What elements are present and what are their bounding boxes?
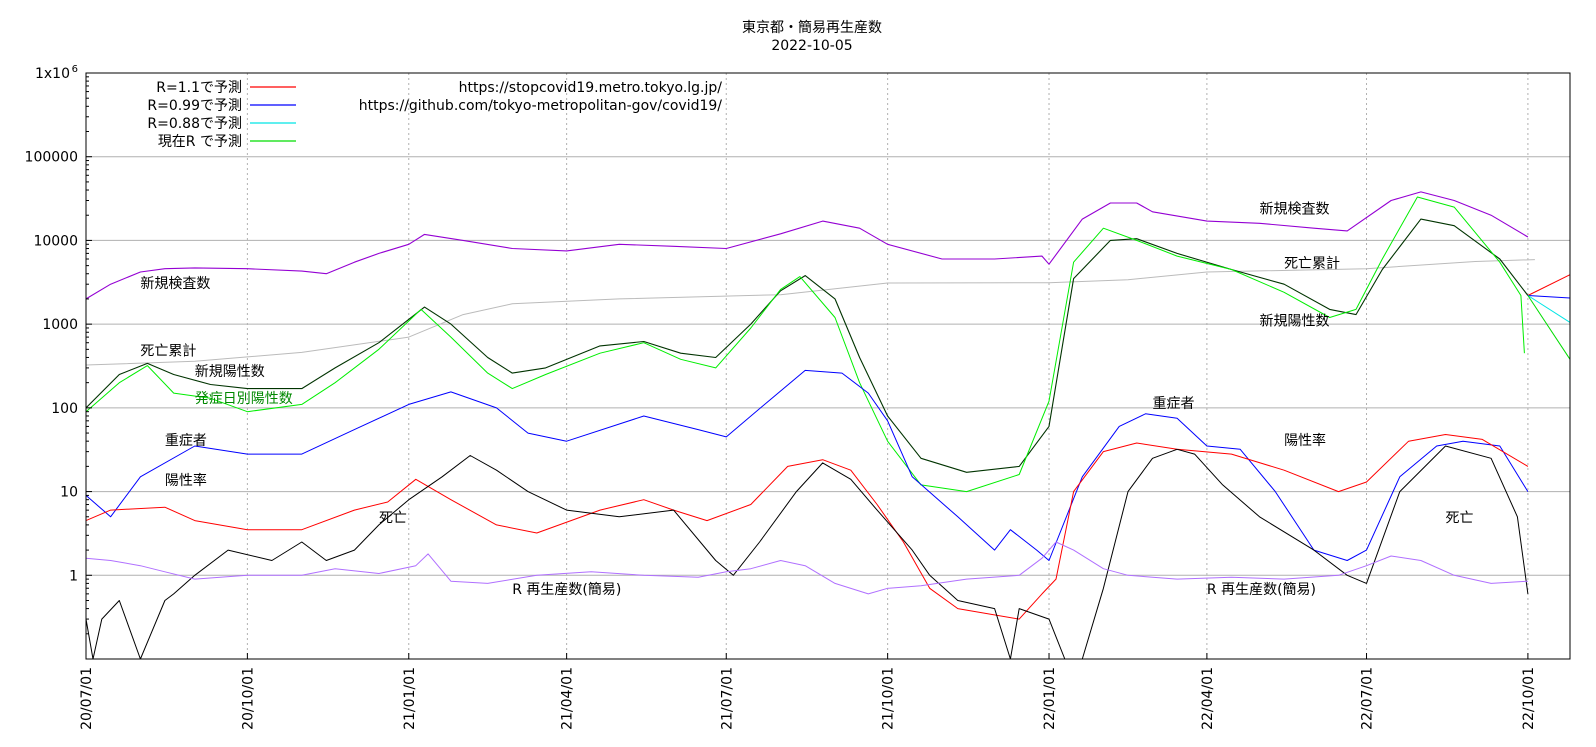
source-url: https://stopcovid19.metro.tokyo.lg.jp/ bbox=[459, 80, 723, 96]
annotation-label: 新規陽性数 bbox=[195, 364, 265, 380]
source-url: https://github.com/tokyo-metropolitan-go… bbox=[359, 98, 723, 114]
annotation-label: 重症者 bbox=[165, 433, 207, 449]
annotation-label: R 再生産数(簡易) bbox=[512, 582, 621, 598]
y-tick-label: 1x10 bbox=[35, 66, 70, 82]
grid bbox=[85, 72, 1570, 659]
y-tick-label: 100 bbox=[51, 401, 78, 417]
annotation-label: 発症日別陽性数 bbox=[195, 391, 293, 407]
annotation-label: 重症者 bbox=[1153, 396, 1195, 412]
x-tick-label: 21/04/01 bbox=[560, 667, 576, 730]
legend-label: 現在R で予測 bbox=[158, 134, 242, 150]
y-tick-label: 100000 bbox=[25, 150, 78, 166]
y-tick-label-exponent: 6 bbox=[72, 64, 78, 75]
series-line bbox=[1527, 295, 1571, 299]
annotation-label: 新規検査数 bbox=[140, 276, 210, 292]
x-axis: 20/07/01 20/10/01 21/01/01 21/04/01 21/07/01… bbox=[79, 653, 1537, 730]
chart-title: 東京都・簡易再生産数 bbox=[742, 20, 882, 36]
x-tick-label: 21/01/01 bbox=[402, 667, 418, 730]
annotation-label: 死亡 bbox=[379, 510, 407, 526]
annotation-label: R 再生産数(簡易) bbox=[1207, 582, 1316, 598]
legend-label: R=0.88で予測 bbox=[147, 116, 242, 132]
series-line bbox=[85, 369, 1529, 561]
annotation-label: 陽性率 bbox=[165, 472, 207, 489]
series-line bbox=[1527, 274, 1571, 296]
annotation-label: 死亡累計 bbox=[1284, 256, 1340, 272]
x-tick-label: 20/10/01 bbox=[240, 667, 256, 730]
x-tick-label: 22/07/01 bbox=[1360, 667, 1376, 730]
series-line bbox=[85, 541, 1528, 595]
y-axis: 1 10 100 1000 10000 100000 1x10 6 bbox=[25, 64, 92, 635]
x-tick-label: 21/07/01 bbox=[719, 667, 735, 730]
legend-label: R=1.1で予測 bbox=[156, 80, 242, 96]
x-tick-label: 22/01/01 bbox=[1042, 667, 1058, 730]
series-line bbox=[85, 434, 1529, 620]
series-layer bbox=[85, 191, 1571, 660]
series-line bbox=[85, 445, 1529, 660]
annotation-label: 新規陽性数 bbox=[1260, 314, 1330, 330]
plot-frame bbox=[85, 72, 1571, 660]
x-tick-label: 20/07/01 bbox=[79, 667, 95, 730]
y-tick-label: 1 bbox=[69, 568, 78, 584]
annotation-label: 陽性率 bbox=[1284, 432, 1326, 449]
annotation-label: 死亡 bbox=[1445, 510, 1473, 526]
x-tick-label: 21/10/01 bbox=[881, 667, 897, 730]
sources: https://stopcovid19.metro.tokyo.lg.jp/ht… bbox=[359, 80, 723, 114]
annotation-label: 新規検査数 bbox=[1260, 201, 1330, 217]
legend-label: R=0.99で予測 bbox=[147, 98, 242, 114]
series-line bbox=[85, 191, 1529, 300]
y-tick-label: 1000 bbox=[42, 317, 78, 333]
series-line bbox=[85, 259, 1535, 366]
series-line bbox=[1527, 295, 1571, 323]
series-line bbox=[1527, 295, 1571, 360]
annotation-label: 死亡累計 bbox=[140, 344, 196, 360]
chart-subtitle: 2022-10-05 bbox=[771, 38, 852, 54]
series-line bbox=[85, 218, 1529, 473]
x-tick-label: 22/04/01 bbox=[1200, 667, 1216, 730]
series-line bbox=[85, 196, 1525, 493]
y-tick-label: 10 bbox=[60, 485, 78, 501]
x-tick-label: 22/10/01 bbox=[1521, 667, 1537, 730]
y-tick-label: 10000 bbox=[33, 233, 78, 249]
